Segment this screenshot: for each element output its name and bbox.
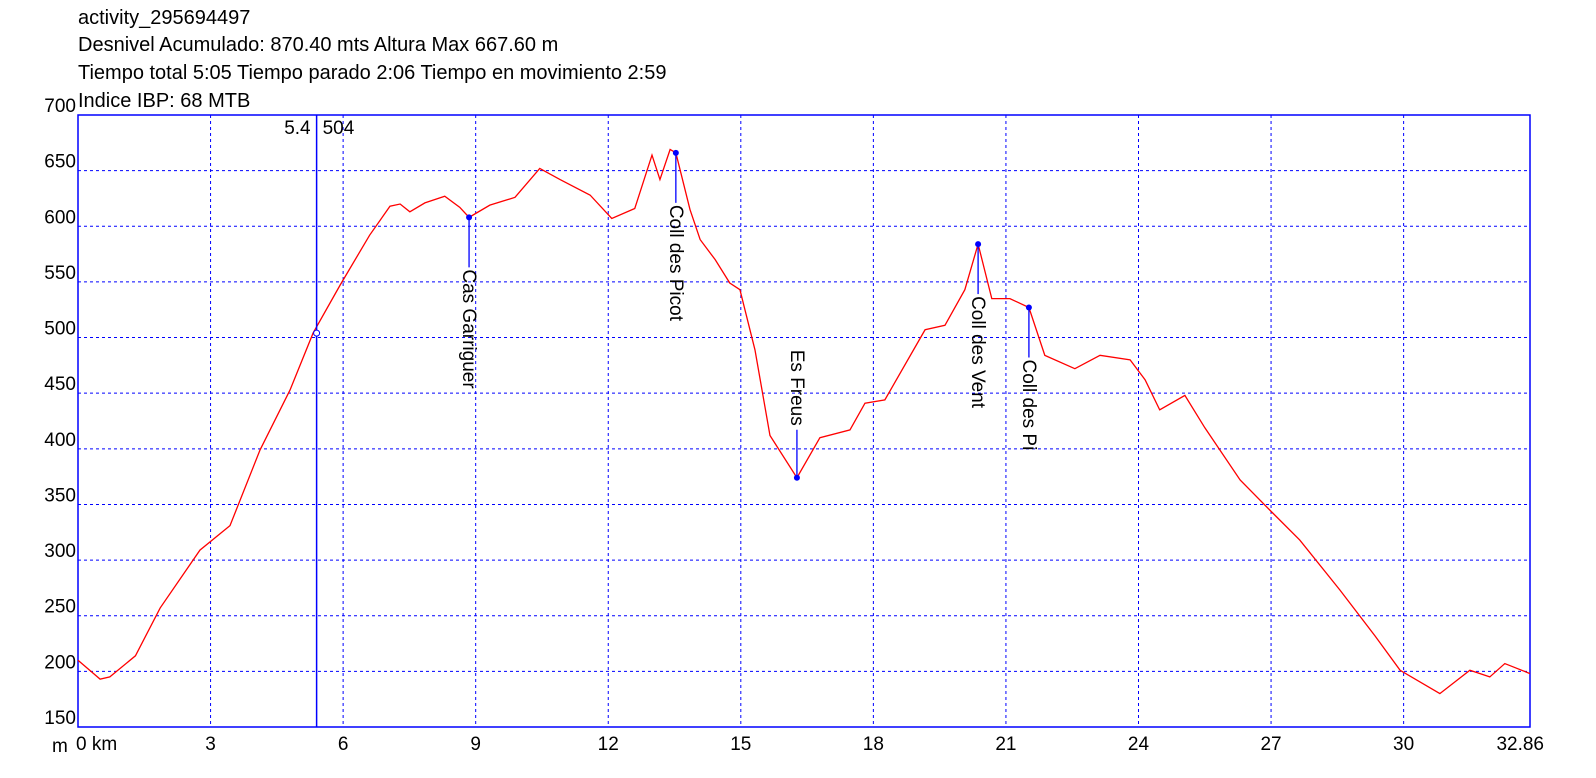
- y-tick-label: 150: [44, 708, 76, 729]
- x-tick-label: 3: [205, 734, 216, 755]
- y-tick-label: 500: [44, 319, 76, 340]
- annotation-label: Coll des Vent: [967, 296, 988, 409]
- x-tick-label: 9: [470, 734, 481, 755]
- annotation-label: Cas Garriguer: [458, 269, 479, 389]
- cursor-y-label: 504: [323, 118, 355, 139]
- waypoint: [975, 241, 982, 248]
- x-tick-label: 12: [598, 734, 619, 755]
- y-tick-label: 700: [44, 96, 76, 117]
- chart-subtitle: Desnivel Acumulado: 870.40 mts Altura Ma…: [78, 34, 558, 56]
- x-tick-label: 18: [863, 734, 884, 755]
- y-tick-label: 450: [44, 374, 76, 395]
- y-tick-label: 650: [44, 152, 76, 173]
- chart-title: activity_295694497: [78, 7, 250, 29]
- x-tick-label: 0 km: [76, 734, 117, 755]
- waypoint: [793, 474, 800, 481]
- waypoint: [1025, 304, 1032, 311]
- plot-frame: [77, 114, 1531, 728]
- chart-subtitle: Indice IBP: 68 MTB: [78, 90, 250, 112]
- y-unit-label: m: [52, 736, 68, 757]
- y-tick-label: 400: [44, 430, 76, 451]
- elevation-line: [77, 148, 1531, 695]
- x-tick-label: 30: [1393, 734, 1414, 755]
- cursor-point: [313, 329, 321, 337]
- y-tick-label: 600: [44, 207, 76, 228]
- annotation-label: Es Freus: [786, 350, 807, 426]
- chart-subtitle: Tiempo total 5:05 Tiempo parado 2:06 Tie…: [78, 62, 667, 84]
- x-tick-label: 21: [995, 734, 1016, 755]
- y-tick-label: 300: [44, 541, 76, 562]
- waypoint: [672, 149, 679, 156]
- cursor-x-label: 5.4: [284, 118, 311, 139]
- y-tick-label: 550: [44, 263, 76, 284]
- annotation-label: Coll des Pi: [1018, 360, 1039, 451]
- x-tick-label: 15: [730, 734, 751, 755]
- x-tick-label: 27: [1260, 734, 1281, 755]
- y-tick-label: 350: [44, 485, 76, 506]
- y-tick-label: 250: [44, 597, 76, 618]
- annotation-label: Coll des Picot: [665, 205, 686, 322]
- x-tick-label: 6: [338, 734, 349, 755]
- y-tick-label: 200: [44, 652, 76, 673]
- x-tick-label: 32.86: [1496, 734, 1544, 755]
- x-tick-label: 24: [1128, 734, 1150, 755]
- waypoint: [466, 214, 473, 221]
